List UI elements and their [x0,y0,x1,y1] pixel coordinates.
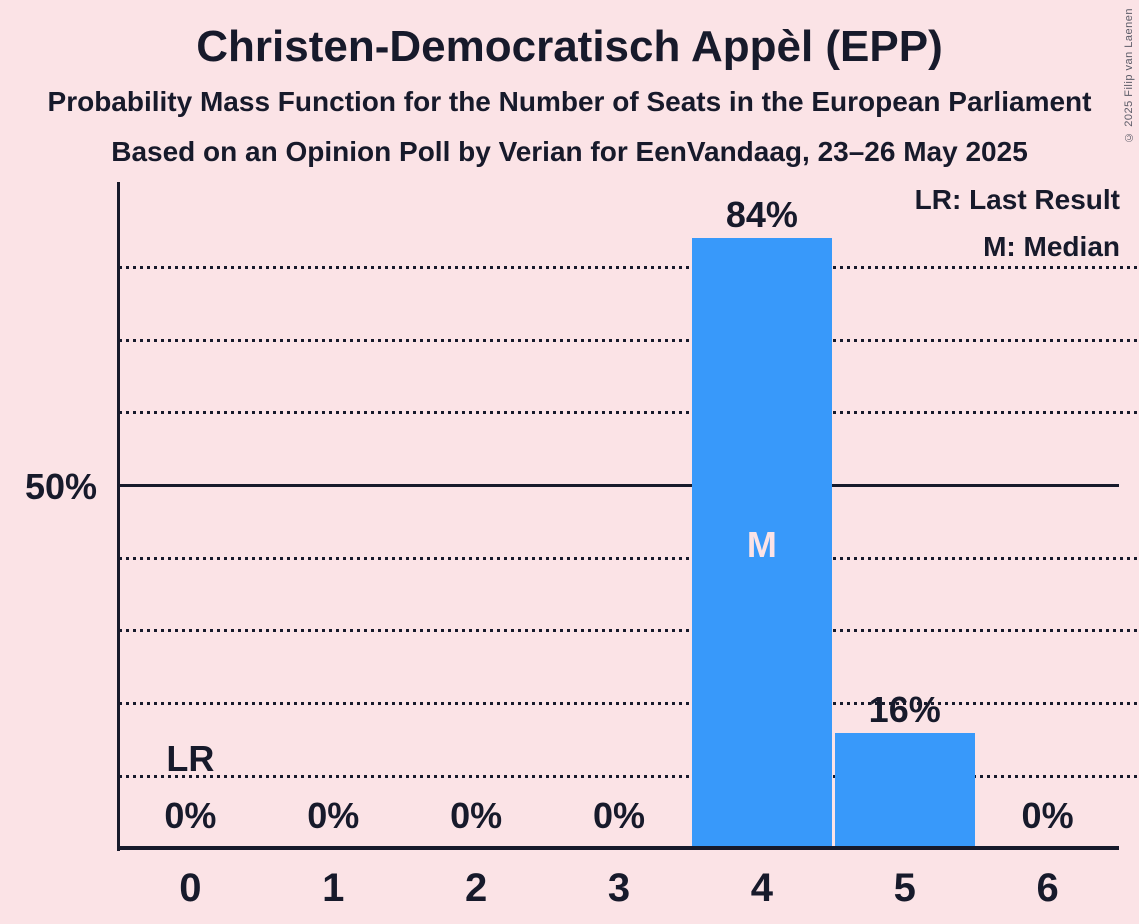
copyright-note: © 2025 Filip van Laenen [1123,8,1135,143]
gridline-dotted-60pct [119,411,1139,415]
gridline-solid-50pct [119,484,1119,487]
value-label-seats-4: 84% [725,194,798,236]
gridline-dotted-40pct [119,556,1139,560]
bar-seats-4 [691,238,832,848]
x-tick-label-6: 6 [1036,866,1059,910]
gridline-dotted-20pct [119,702,1139,706]
y-axis-line [117,182,120,851]
legend-last-result: LR: Last Result [914,184,1120,215]
last-result-marker: LR [166,738,215,779]
gridline-dotted-30pct [119,629,1139,633]
legend-median: M: Median [983,231,1120,262]
x-tick-label-3: 3 [607,866,631,910]
x-tick-label-5: 5 [893,866,916,910]
chart-title: Christen-Democratisch Appèl (EPP) [196,22,943,71]
median-marker: M [746,523,777,565]
bar-seats-5 [834,732,975,848]
y-tick-label-50: 50% [24,466,97,507]
gridline-dotted-10pct [119,774,1139,778]
value-label-seats-1: 0% [307,795,360,836]
gridline-dotted-70pct [119,338,1139,342]
value-label-seats-0: 0% [164,795,217,836]
chart-subtitle-line2: Based on an Opinion Poll by Verian for E… [111,136,1028,167]
x-tick-label-2: 2 [465,866,488,910]
x-tick-label-1: 1 [322,866,345,910]
chart-subtitle-line1: Probability Mass Function for the Number… [47,86,1092,117]
x-tick-label-0: 0 [179,866,202,910]
x-tick-label-4: 4 [750,866,773,910]
value-label-seats-2: 0% [450,795,503,836]
value-label-seats-3: 0% [592,795,646,836]
value-label-seats-5: 16% [868,688,941,730]
x-axis-line [117,846,1119,850]
value-label-seats-6: 0% [1021,795,1074,836]
gridline-dotted-80pct [119,265,1139,269]
